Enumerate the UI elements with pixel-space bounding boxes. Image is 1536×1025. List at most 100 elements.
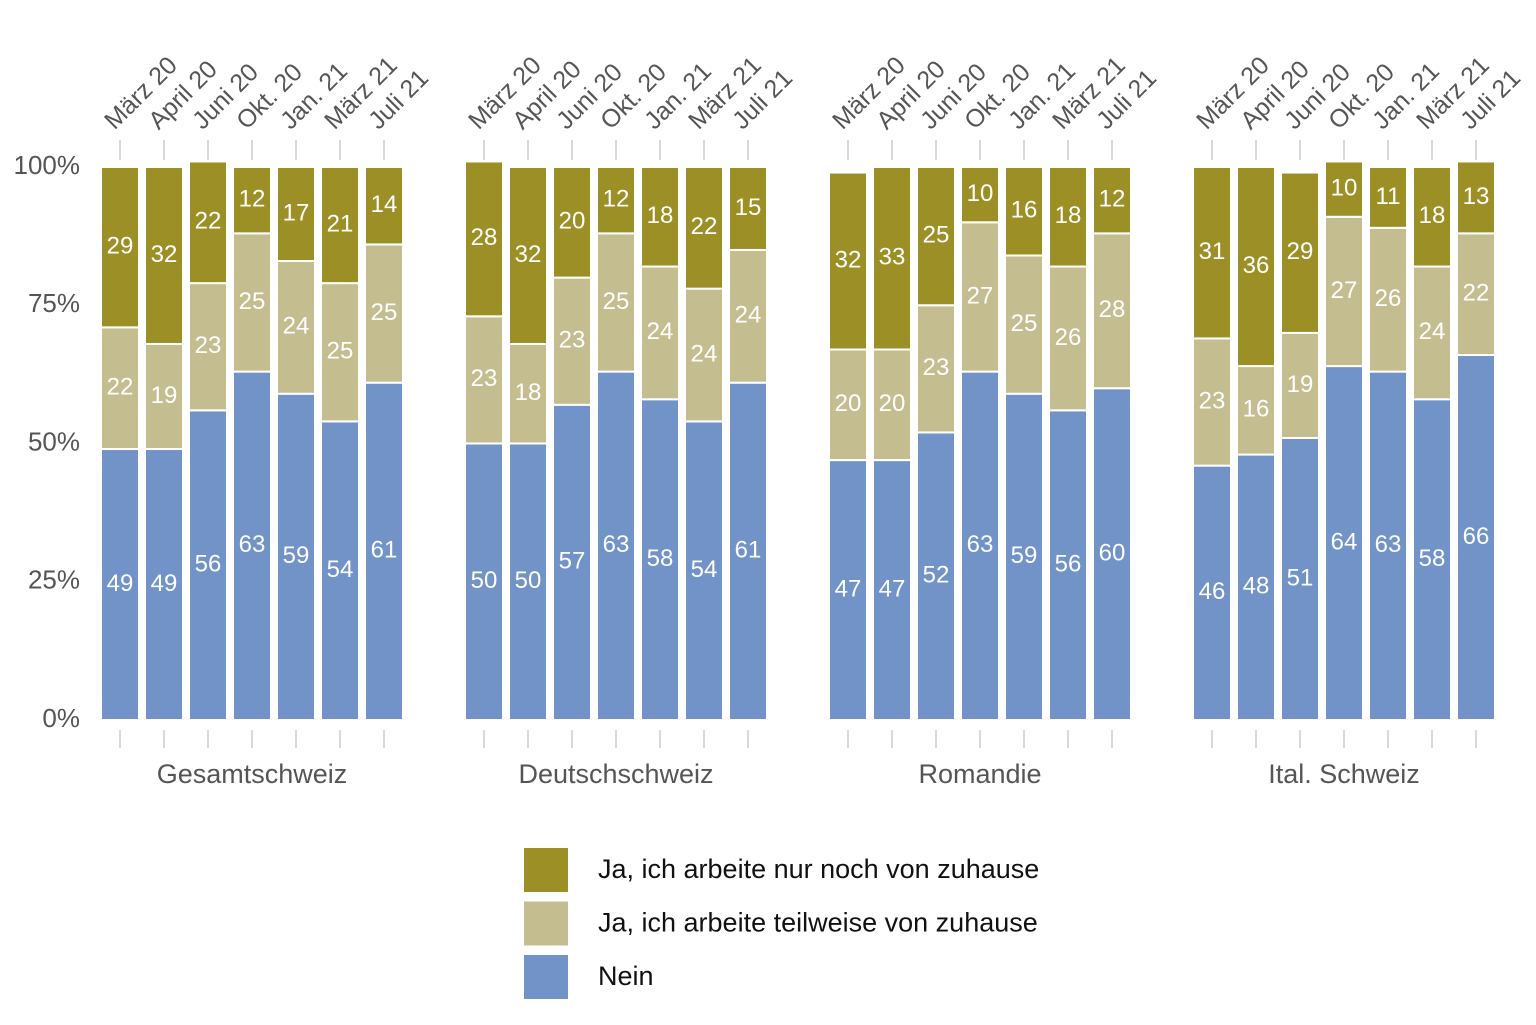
bar-segment bbox=[276, 166, 316, 263]
bar-segment bbox=[276, 260, 316, 395]
value-label: 24 bbox=[647, 318, 674, 345]
value-label: 20 bbox=[879, 390, 906, 417]
value-label: 32 bbox=[835, 246, 862, 273]
y-tick-label: 50% bbox=[28, 426, 80, 456]
bar-segment bbox=[960, 221, 1000, 373]
value-label: 25 bbox=[371, 299, 398, 326]
value-label: 50 bbox=[515, 567, 542, 594]
value-label: 36 bbox=[1243, 252, 1270, 279]
legend-label: Ja, ich arbeite nur noch von zuhause bbox=[598, 854, 1039, 884]
value-label: 48 bbox=[1243, 573, 1270, 600]
bar-segment bbox=[1324, 160, 1364, 218]
value-label: 14 bbox=[371, 191, 398, 218]
bar-segment bbox=[1092, 387, 1132, 721]
value-label: 61 bbox=[735, 537, 762, 564]
bar-segment bbox=[916, 166, 956, 307]
bar-segment bbox=[552, 166, 592, 279]
value-label: 54 bbox=[691, 556, 718, 583]
bar-segment bbox=[1412, 398, 1452, 721]
value-label: 18 bbox=[1055, 202, 1082, 229]
bar-segment bbox=[1192, 337, 1232, 467]
bar-segment bbox=[684, 420, 724, 721]
value-label: 56 bbox=[1055, 551, 1082, 578]
value-label: 19 bbox=[1287, 371, 1314, 398]
bar-segment bbox=[1092, 166, 1132, 235]
value-label: 31 bbox=[1199, 238, 1226, 265]
value-label: 33 bbox=[879, 244, 906, 271]
value-label: 60 bbox=[1099, 539, 1126, 566]
value-label: 20 bbox=[835, 390, 862, 417]
bar-segment bbox=[1280, 171, 1320, 334]
bar-segment bbox=[872, 348, 912, 462]
y-tick-label: 100% bbox=[14, 150, 81, 180]
bar-segment bbox=[320, 166, 360, 285]
value-label: 63 bbox=[1375, 531, 1402, 558]
bar-segment bbox=[828, 171, 868, 351]
value-label: 19 bbox=[151, 382, 178, 409]
bar-segment bbox=[188, 282, 228, 412]
bar-segment bbox=[1412, 265, 1452, 401]
value-label: 25 bbox=[1011, 310, 1038, 337]
value-label: 58 bbox=[647, 545, 674, 572]
value-label: 59 bbox=[283, 542, 310, 569]
legend-label: Nein bbox=[598, 961, 654, 991]
value-label: 13 bbox=[1463, 183, 1490, 210]
value-label: 61 bbox=[371, 537, 398, 564]
bar-segment bbox=[188, 160, 228, 285]
value-label: 10 bbox=[1331, 174, 1358, 201]
bar-segment bbox=[364, 166, 404, 246]
value-label: 63 bbox=[603, 531, 630, 558]
value-label: 63 bbox=[239, 531, 266, 558]
bar-segment bbox=[144, 342, 184, 451]
bar-segment bbox=[1324, 365, 1364, 721]
bar-segment bbox=[596, 232, 636, 373]
value-label: 49 bbox=[107, 570, 134, 597]
value-label: 23 bbox=[471, 365, 498, 392]
value-label: 29 bbox=[107, 233, 134, 260]
bar-segment bbox=[464, 442, 504, 721]
bar-segment bbox=[1048, 265, 1088, 412]
value-label: 23 bbox=[559, 327, 586, 354]
bar-segment bbox=[684, 287, 724, 423]
value-label: 25 bbox=[923, 221, 950, 248]
bar-segment bbox=[276, 392, 316, 721]
bar-segment bbox=[960, 370, 1000, 721]
bar-segment bbox=[640, 166, 680, 268]
legend-swatch bbox=[524, 901, 568, 946]
bar-segment bbox=[508, 442, 548, 721]
bar-segment bbox=[1368, 226, 1408, 373]
bar-segment bbox=[640, 265, 680, 401]
value-label: 24 bbox=[691, 340, 718, 367]
bar-segment bbox=[1280, 436, 1320, 721]
bar-segment bbox=[364, 381, 404, 721]
y-tick-label: 0% bbox=[42, 703, 80, 733]
value-label: 29 bbox=[1287, 238, 1314, 265]
value-label: 32 bbox=[151, 241, 178, 268]
value-label: 47 bbox=[879, 575, 906, 602]
bar-segment bbox=[728, 381, 768, 721]
bar-segment bbox=[232, 370, 272, 721]
bar-segment bbox=[1048, 166, 1088, 268]
value-label: 23 bbox=[195, 332, 222, 359]
bar-segment bbox=[1004, 166, 1044, 257]
facet-title: Deutschschweiz bbox=[518, 759, 713, 789]
value-label: 16 bbox=[1011, 197, 1038, 224]
value-label: 22 bbox=[195, 208, 222, 235]
value-label: 56 bbox=[195, 551, 222, 578]
legend-swatch bbox=[524, 955, 568, 999]
value-label: 24 bbox=[283, 313, 310, 340]
bar-segment bbox=[1236, 365, 1276, 456]
value-label: 26 bbox=[1055, 324, 1082, 351]
value-label: 27 bbox=[967, 282, 994, 309]
bar-segment bbox=[1368, 370, 1408, 721]
value-label: 26 bbox=[1375, 285, 1402, 312]
y-tick-label: 25% bbox=[28, 565, 80, 595]
legend-label: Ja, ich arbeite teilweise von zuhause bbox=[598, 908, 1038, 938]
value-label: 59 bbox=[1011, 542, 1038, 569]
value-label: 15 bbox=[735, 194, 762, 221]
bar-segment bbox=[684, 166, 724, 290]
bar-segment bbox=[1048, 409, 1088, 721]
value-label: 22 bbox=[107, 374, 134, 401]
bar-segment bbox=[100, 448, 140, 721]
